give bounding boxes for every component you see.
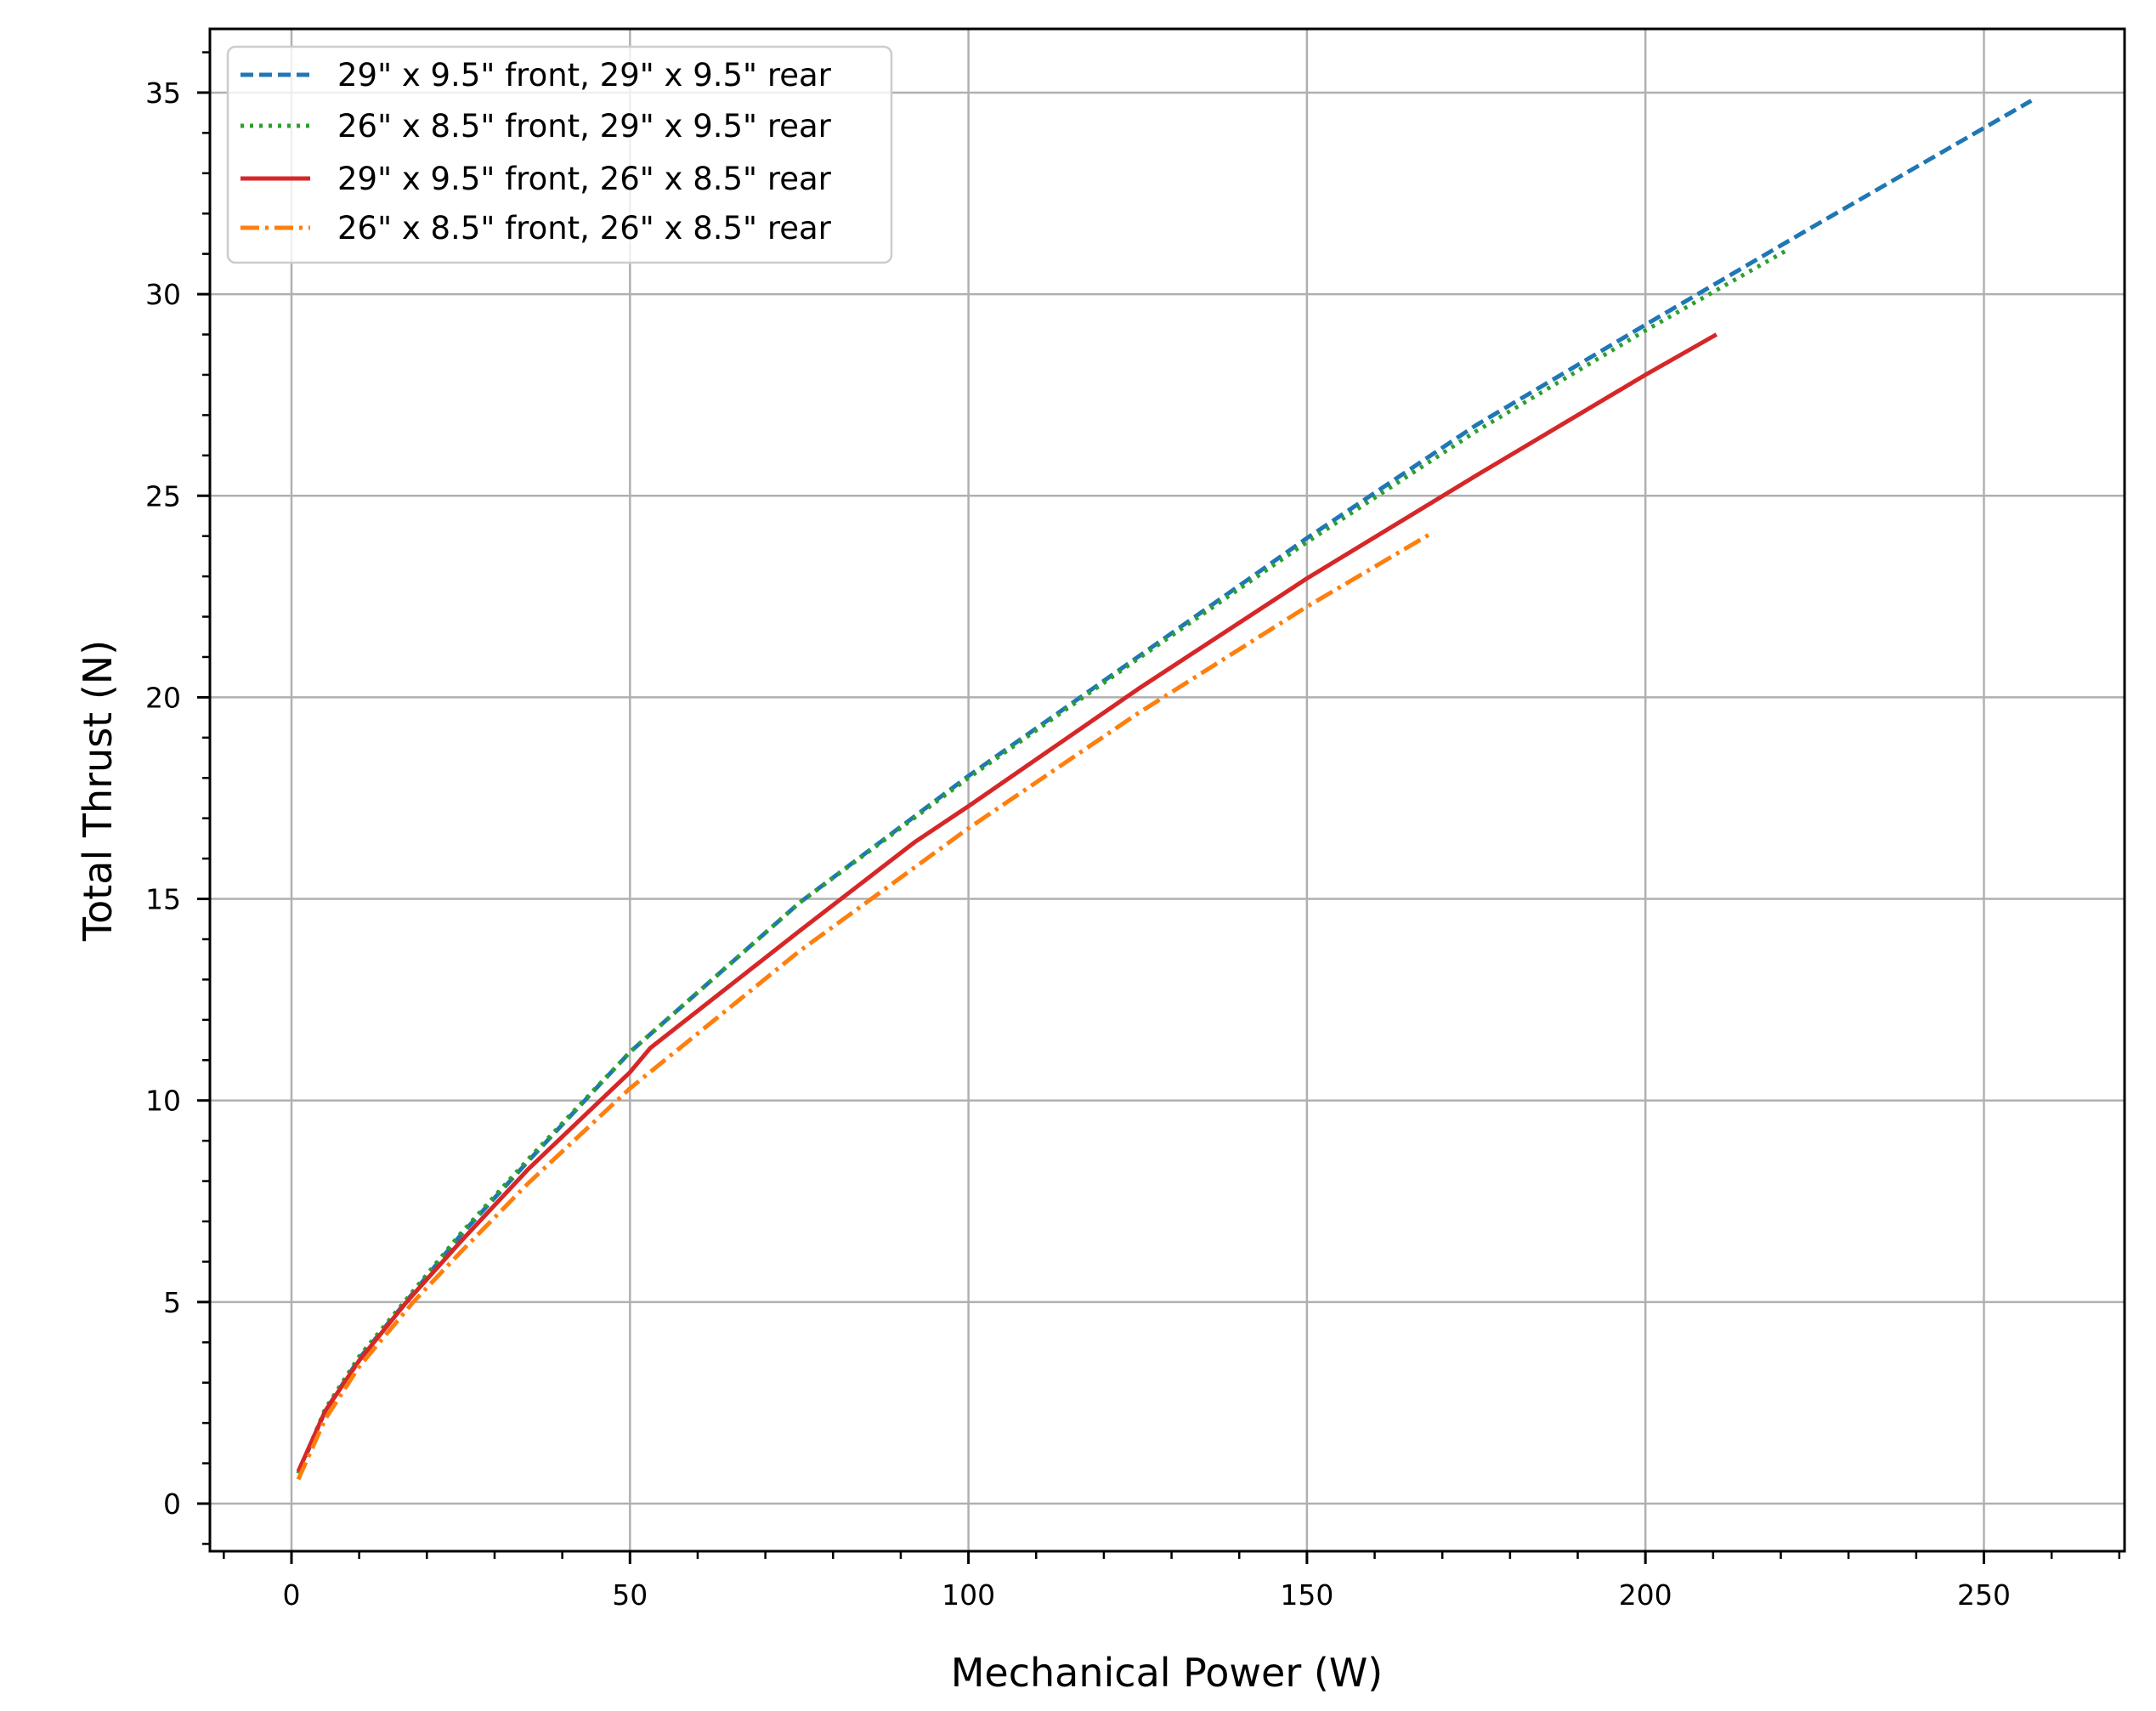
legend-box xyxy=(226,45,893,264)
legend: 29" x 9.5" front, 29" x 9.5" rear 26" x 8… xyxy=(226,45,893,264)
y-tick-label: 5 xyxy=(163,1286,181,1319)
y-tick-label: 0 xyxy=(163,1487,181,1521)
x-tick-label: 150 xyxy=(1280,1578,1333,1612)
y-tick-label: 20 xyxy=(145,681,181,714)
x-axis-label: Mechanical Power (W) xyxy=(951,1650,1384,1696)
legend-entry-label: 26" x 8.5" front, 26" x 8.5" rear xyxy=(337,210,832,246)
x-tick-label: 50 xyxy=(612,1578,648,1612)
y-tick-label: 15 xyxy=(145,883,181,916)
y-tick-label: 25 xyxy=(145,479,181,513)
y-tick-label: 35 xyxy=(145,76,181,110)
series-29x95-front-29x95-rear xyxy=(296,99,2033,1475)
x-tick-label: 200 xyxy=(1619,1578,1672,1612)
x-axis-ticks: 0 50 100 150 200 250 xyxy=(223,1551,2121,1612)
series-29x95-front-26x85-rear xyxy=(296,332,1718,1473)
legend-entry-label: 26" x 8.5" front, 29" x 9.5" rear xyxy=(337,108,832,144)
x-tick-label: 0 xyxy=(283,1578,301,1612)
plot-frame xyxy=(208,27,2126,1553)
y-tick-label: 10 xyxy=(145,1085,181,1118)
series-26x85-front-29x95-rear xyxy=(296,247,1789,1475)
series-26x85-front-26x85-rear xyxy=(296,530,1435,1481)
x-tick-label: 250 xyxy=(1957,1578,2011,1612)
y-axis-ticks: 0 5 10 15 20 25 30 35 xyxy=(145,51,210,1545)
x-tick-label: 100 xyxy=(942,1578,995,1612)
legend-entry-label: 29" x 9.5" front, 26" x 8.5" rear xyxy=(337,161,832,197)
y-tick-label: 30 xyxy=(145,278,181,311)
y-axis-label: Total Thrust (N) xyxy=(75,640,121,942)
grid-lines xyxy=(210,29,2125,1551)
legend-entry-label: 29" x 9.5" front, 29" x 9.5" rear xyxy=(337,57,832,93)
plot-series xyxy=(296,99,2033,1481)
